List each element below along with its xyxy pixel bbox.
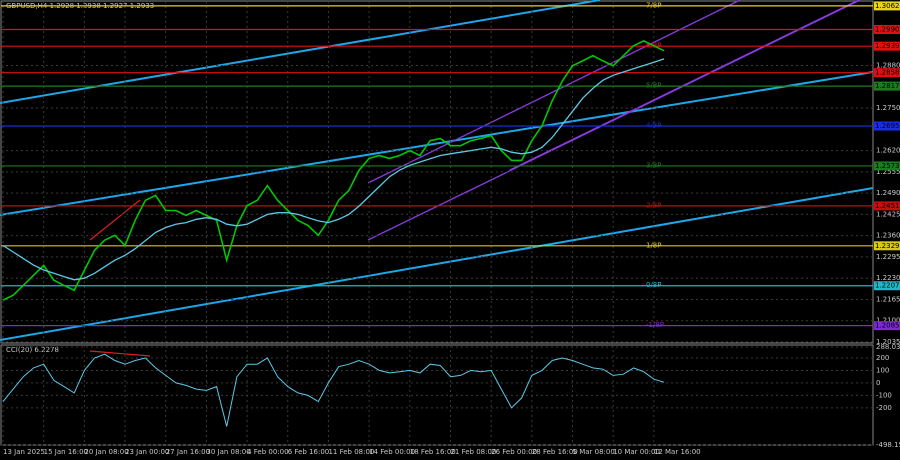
x-tick-label: 20 Jan 08:00 <box>84 448 128 456</box>
level-label-box <box>874 281 900 291</box>
price-line <box>2 40 665 301</box>
level-label: 1.2817 <box>875 82 900 90</box>
x-tick-label: 6 Feb 16:00 <box>288 448 329 456</box>
level-name: 4/8P <box>646 122 662 130</box>
level-label: 1.2573 <box>875 162 900 170</box>
y-tick-label: 1.2425 <box>876 210 900 218</box>
level-label: 1.2207 <box>875 282 900 290</box>
level-label-box <box>874 41 900 51</box>
x-tick-label: 21 Feb 08:00 <box>450 448 496 456</box>
level-name: 1/8P <box>646 241 662 249</box>
y-tick-label: 1.2295 <box>876 253 900 261</box>
level-name: 5/8P <box>646 82 662 90</box>
x-tick-label: 18 Feb 16:00 <box>410 448 456 456</box>
x-tick-label: 28 Feb 16:00 <box>532 448 578 456</box>
level-label-box <box>874 161 900 171</box>
indicator-tick-label: 200 <box>876 354 889 362</box>
level-label-box <box>874 81 900 91</box>
level-label: 1.2939 <box>875 42 900 50</box>
channel-line <box>367 0 741 184</box>
y-tick-label: 1.2490 <box>876 189 900 197</box>
x-tick-label: 30 Jan 08:00 <box>206 448 250 456</box>
x-tick-label: 4 Feb 00:00 <box>247 448 288 456</box>
divergence-line <box>89 350 151 357</box>
x-tick-label: 23 Jan 00:00 <box>125 448 169 456</box>
channel-line <box>509 0 861 171</box>
indicator-title: CCI(20) 6.2278 <box>6 346 59 354</box>
level-label-box <box>874 321 900 331</box>
level-name: 7/8P <box>646 1 662 9</box>
indicator-tick-label: 0 <box>876 379 880 387</box>
level-label: 1.2085 <box>875 322 900 330</box>
divergence-line <box>89 199 141 241</box>
level-label: 1.3062 <box>875 2 900 10</box>
level-label: 1.2451 <box>875 202 900 210</box>
x-tick-label: 12 Mar 16:00 <box>654 448 701 456</box>
x-tick-label: 27 Jan 16:00 <box>166 448 210 456</box>
trend-lines <box>0 0 874 357</box>
level-name: 0/8P <box>646 281 662 289</box>
level-label-box <box>874 24 900 34</box>
indicator-line <box>2 353 665 427</box>
level-label-box <box>874 201 900 211</box>
y-tick-label: 1.2555 <box>876 168 900 176</box>
x-tick-label: 11 Feb 08:00 <box>328 448 374 456</box>
indicator-tick-label: 100 <box>876 366 889 374</box>
moving-average <box>2 58 665 281</box>
indicator-tick-label: 288.0311 <box>876 343 900 351</box>
level-label: 1.2695 <box>875 122 900 130</box>
y-tick-label: 1.2165 <box>876 295 900 303</box>
indicator-tick-label: -200 <box>876 404 892 412</box>
level-label: 1.2858 <box>875 69 900 77</box>
level-name: -1/8P <box>646 321 664 329</box>
level-name: 3/8P <box>646 161 662 169</box>
level-label-box <box>874 121 900 131</box>
y-tick-label: 1.2035 <box>876 338 900 346</box>
y-tick-label: 1.2620 <box>876 147 900 155</box>
x-tick-label: 14 Feb 00:00 <box>369 448 415 456</box>
level-name: 2/8P <box>646 201 662 209</box>
level-label-box <box>874 1 900 11</box>
y-tick-label: 1.2880 <box>876 61 900 69</box>
y-tick-label: 1.2100 <box>876 317 900 325</box>
level-label: 1.2990 <box>875 25 900 33</box>
x-tick-label: 10 Mar 00:00 <box>613 448 660 456</box>
x-tick-label: 26 Feb 00:00 <box>491 448 537 456</box>
level-label: 1.2329 <box>875 242 900 250</box>
x-tick-label: 5 Mar 08:00 <box>573 448 615 456</box>
y-tick-label: 1.2360 <box>876 232 900 240</box>
x-tick-label: 13 Jan 2025 <box>3 448 45 456</box>
trend-line <box>0 71 874 216</box>
level-label-box <box>874 68 900 78</box>
indicator-tick-label: -100 <box>876 391 892 399</box>
y-tick-label: 1.2230 <box>876 274 900 282</box>
trend-line <box>0 187 874 341</box>
indicator-tick-label: -498.1538 <box>876 441 900 449</box>
x-tick-label: 15 Jan 16:00 <box>44 448 88 456</box>
level-label-box <box>874 241 900 251</box>
y-tick-label: 1.2750 <box>876 104 900 112</box>
